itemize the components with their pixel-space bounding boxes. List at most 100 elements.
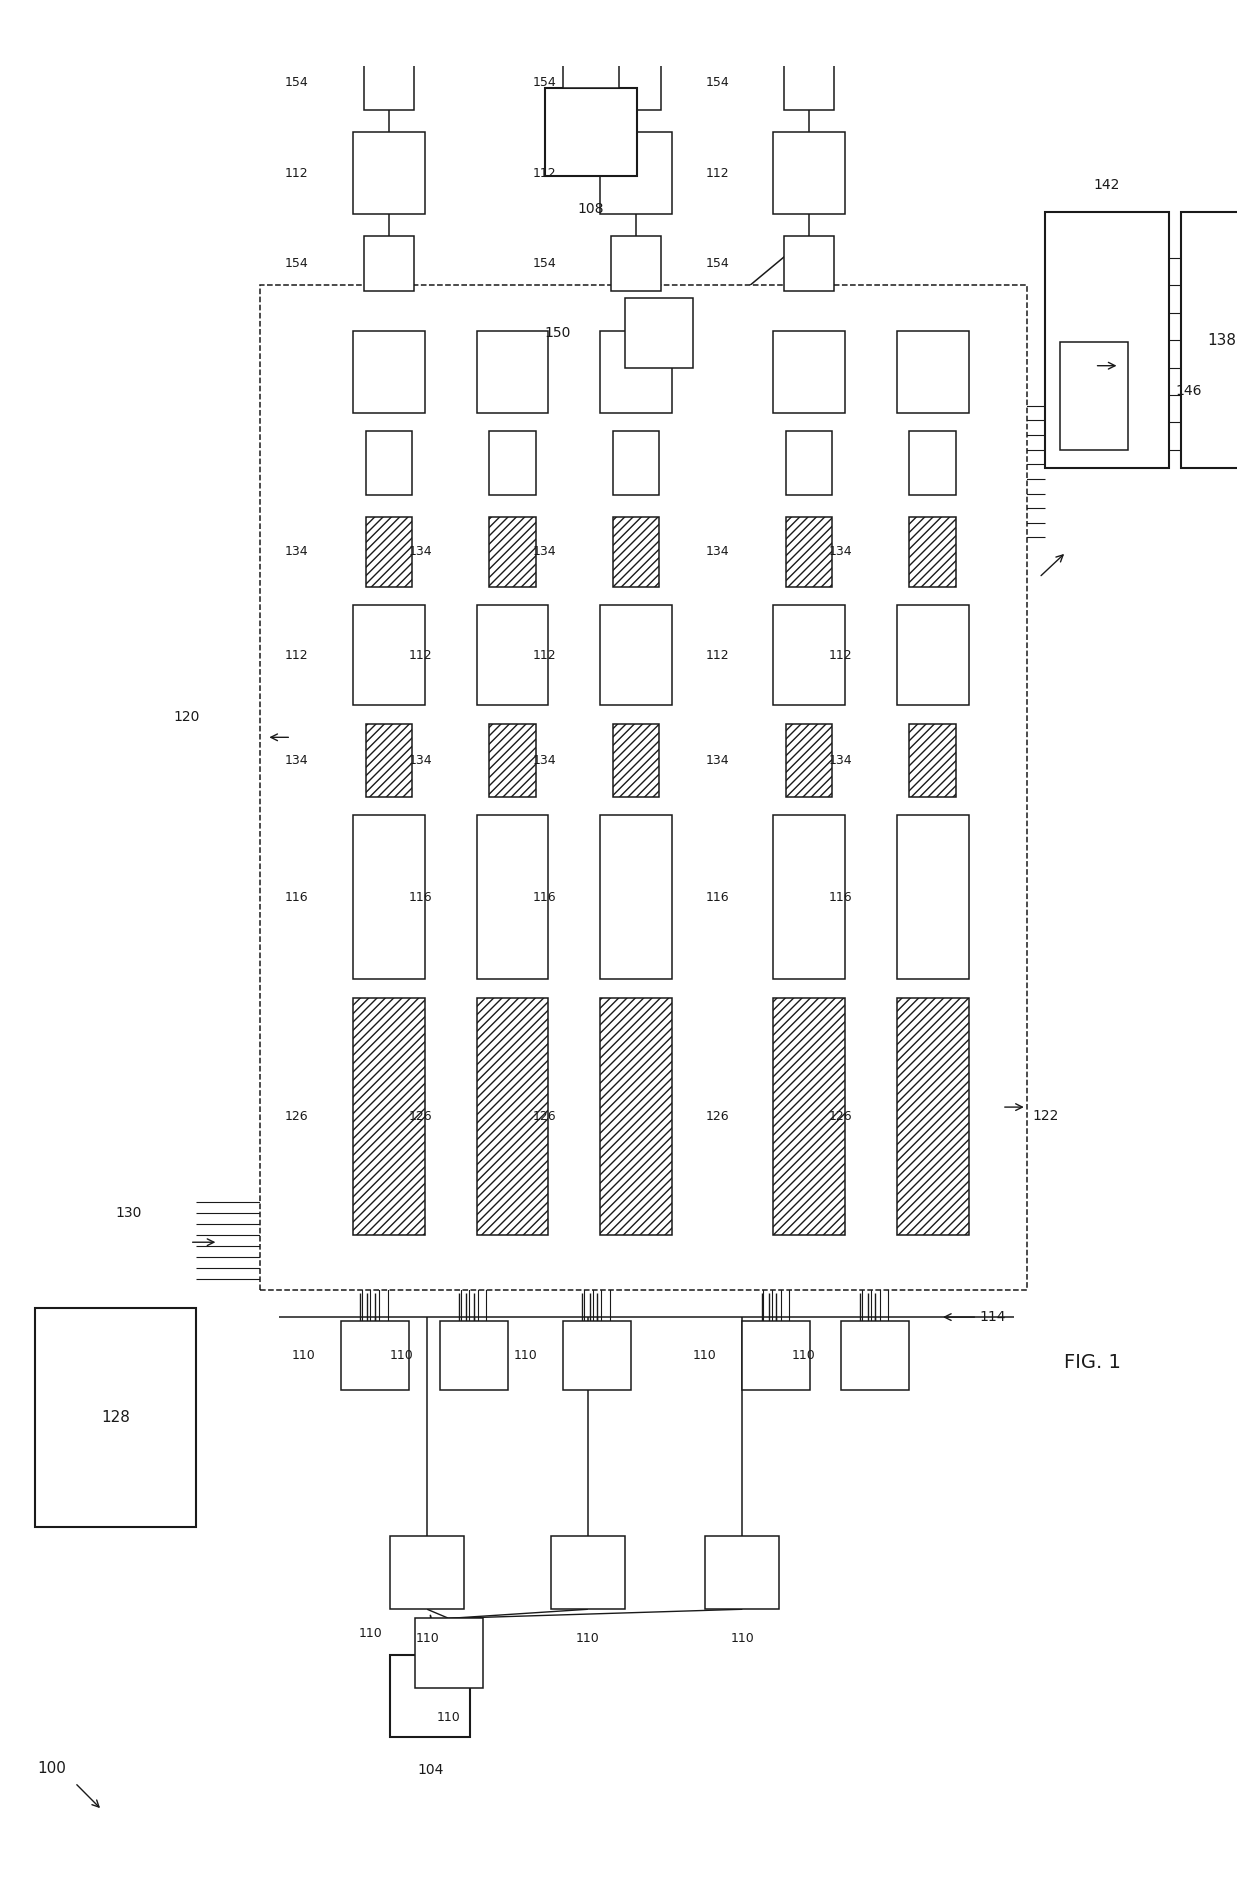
Bar [353, 133, 424, 214]
Bar [784, 55, 835, 110]
Text: 110: 110 [513, 1350, 537, 1361]
Text: 112: 112 [532, 167, 556, 180]
Text: 142: 142 [1094, 178, 1120, 191]
Bar [613, 517, 660, 587]
Bar [774, 331, 844, 413]
Bar [341, 1321, 409, 1389]
Bar [476, 998, 548, 1234]
Bar [563, 38, 619, 89]
Bar [774, 606, 844, 706]
Bar [363, 237, 414, 292]
Text: 114: 114 [980, 1310, 1006, 1323]
Bar [1060, 343, 1128, 451]
Text: 104: 104 [417, 1762, 444, 1778]
Bar [353, 331, 424, 413]
Text: 138: 138 [1207, 333, 1236, 348]
Bar [476, 606, 548, 706]
Text: 154: 154 [706, 257, 729, 271]
Text: 126: 126 [409, 1109, 433, 1123]
Text: 116: 116 [409, 890, 433, 903]
Text: 112: 112 [409, 649, 433, 663]
Text: 150: 150 [544, 326, 570, 341]
Text: 154: 154 [285, 257, 309, 271]
Bar [774, 133, 844, 214]
Bar [613, 432, 660, 496]
Text: 154: 154 [285, 76, 309, 89]
Text: 112: 112 [706, 167, 729, 180]
Bar [909, 723, 956, 797]
Bar [774, 814, 844, 979]
Bar [476, 331, 548, 413]
Text: 108: 108 [578, 203, 604, 216]
Text: 110: 110 [391, 1350, 414, 1361]
Bar [366, 517, 412, 587]
Bar [366, 723, 412, 797]
Text: 110: 110 [693, 1350, 717, 1361]
Bar [611, 55, 661, 110]
Bar [600, 133, 672, 214]
Text: 110: 110 [436, 1711, 461, 1723]
Bar [600, 998, 672, 1234]
Text: 146: 146 [1176, 384, 1202, 398]
Text: 154: 154 [532, 76, 556, 89]
Text: 110: 110 [575, 1632, 600, 1645]
Text: 112: 112 [285, 167, 309, 180]
Text: 154: 154 [706, 76, 729, 89]
Text: 116: 116 [706, 890, 729, 903]
Bar [841, 1321, 909, 1389]
Text: 134: 134 [532, 753, 556, 767]
Bar [1182, 212, 1240, 468]
Bar [439, 1321, 507, 1389]
Bar [353, 998, 424, 1234]
Text: 116: 116 [532, 890, 556, 903]
Bar [600, 814, 672, 979]
Bar [774, 998, 844, 1234]
Bar [600, 0, 672, 34]
Text: 134: 134 [409, 753, 433, 767]
Bar [909, 517, 956, 587]
Text: 110: 110 [792, 1350, 816, 1361]
Text: 110: 110 [291, 1350, 315, 1361]
Bar [706, 1537, 780, 1609]
Text: 134: 134 [706, 753, 729, 767]
Bar [551, 1537, 625, 1609]
Bar [774, 0, 844, 34]
Text: 134: 134 [828, 753, 853, 767]
Text: 134: 134 [828, 545, 853, 558]
Text: 154: 154 [532, 257, 556, 271]
Bar [897, 814, 968, 979]
Bar [353, 606, 424, 706]
Bar [363, 55, 414, 110]
Bar [35, 1308, 196, 1528]
Text: 112: 112 [828, 649, 853, 663]
Text: 100: 100 [37, 1760, 67, 1776]
Bar [353, 0, 424, 34]
Text: 134: 134 [285, 753, 309, 767]
Bar [489, 723, 536, 797]
Bar [897, 331, 968, 413]
Bar [613, 723, 660, 797]
Text: 126: 126 [828, 1109, 853, 1123]
Text: 112: 112 [532, 649, 556, 663]
Bar [1045, 212, 1169, 468]
Bar [415, 1619, 482, 1689]
Text: 134: 134 [285, 545, 309, 558]
Text: 122: 122 [1033, 1109, 1059, 1123]
Text: 134: 134 [409, 545, 433, 558]
Text: 116: 116 [828, 890, 853, 903]
Text: 126: 126 [532, 1109, 556, 1123]
Text: 126: 126 [706, 1109, 729, 1123]
Text: 130: 130 [115, 1206, 143, 1219]
Bar [784, 237, 835, 292]
Bar [909, 432, 956, 496]
Bar [611, 237, 661, 292]
Bar [489, 517, 536, 587]
Bar [897, 998, 968, 1234]
Text: 134: 134 [706, 545, 729, 558]
Bar [544, 89, 637, 176]
Text: FIG. 1: FIG. 1 [1064, 1353, 1121, 1372]
Text: 110: 110 [415, 1632, 439, 1645]
Bar [563, 1321, 631, 1389]
Bar [786, 517, 832, 587]
Text: 116: 116 [285, 890, 309, 903]
